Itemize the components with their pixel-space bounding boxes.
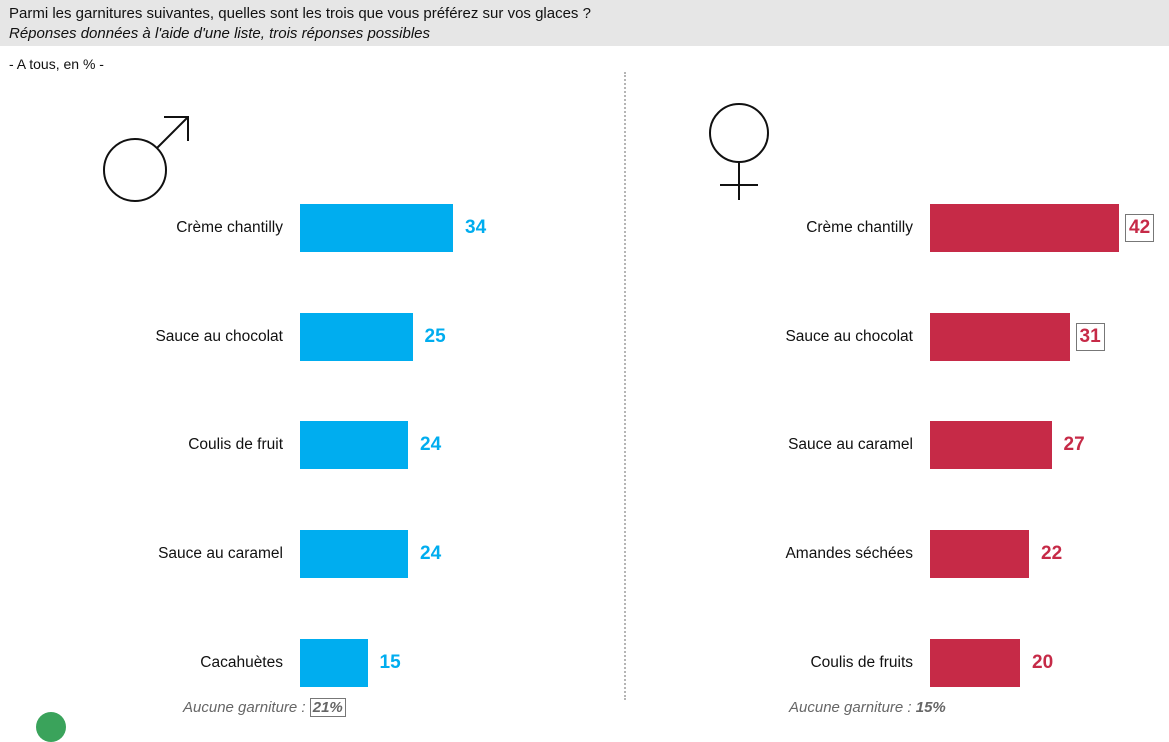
- women-footnote-value: 15%: [915, 699, 946, 716]
- women-value-label: 22: [1041, 543, 1063, 564]
- men-bar: [300, 530, 408, 578]
- women-category-label: Amandes séchées: [785, 545, 913, 562]
- women-footnote: Aucune garniture : 15%: [789, 699, 946, 716]
- men-footnote-value: 21%: [309, 698, 346, 717]
- question-subtext: Réponses données à l'aide d'une liste, t…: [9, 25, 430, 42]
- women-category-label: Crème chantilly: [806, 219, 913, 236]
- men-bar: [300, 313, 413, 361]
- men-value-label: 24: [420, 434, 442, 455]
- women-bar: [930, 530, 1029, 578]
- men-value-label: 15: [379, 652, 401, 673]
- logo-icon: [36, 712, 66, 742]
- men-category-label: Cacahuètes: [200, 654, 283, 671]
- men-bar: [300, 421, 408, 469]
- men-category-label: Sauce au caramel: [158, 545, 283, 562]
- men-bar: [300, 204, 453, 252]
- women-bar: [930, 639, 1020, 687]
- men-category-label: Crème chantilly: [176, 219, 283, 236]
- panel-divider: [624, 72, 626, 700]
- men-value-label: 34: [465, 217, 487, 238]
- men-value-label: 25: [424, 326, 446, 347]
- base-note: - A tous, en % -: [9, 56, 104, 72]
- women-category-label: Coulis de fruits: [810, 654, 913, 671]
- women-value-label: 42: [1125, 214, 1155, 242]
- men-category-label: Sauce au chocolat: [155, 328, 283, 345]
- women-bar: [930, 204, 1119, 252]
- women-value-label: 27: [1063, 434, 1085, 455]
- question-text: Parmi les garnitures suivantes, quelles …: [9, 5, 591, 22]
- women-value-label: 31: [1075, 323, 1105, 351]
- men-category-label: Coulis de fruit: [188, 436, 283, 453]
- male-symbol-icon: [103, 116, 189, 202]
- men-value-label: 24: [420, 543, 442, 564]
- women-footnote-label: Aucune garniture :: [789, 699, 912, 716]
- female-symbol-icon: [709, 103, 769, 200]
- men-footnote: Aucune garniture : 21%: [183, 698, 346, 717]
- women-category-label: Sauce au caramel: [788, 436, 913, 453]
- question-header: Parmi les garnitures suivantes, quelles …: [0, 0, 1169, 46]
- women-bar: [930, 421, 1052, 469]
- women-category-label: Sauce au chocolat: [785, 328, 913, 345]
- women-value-label: 20: [1032, 652, 1054, 673]
- women-bar: [930, 313, 1070, 361]
- men-bar: [300, 639, 368, 687]
- men-footnote-label: Aucune garniture :: [183, 699, 306, 716]
